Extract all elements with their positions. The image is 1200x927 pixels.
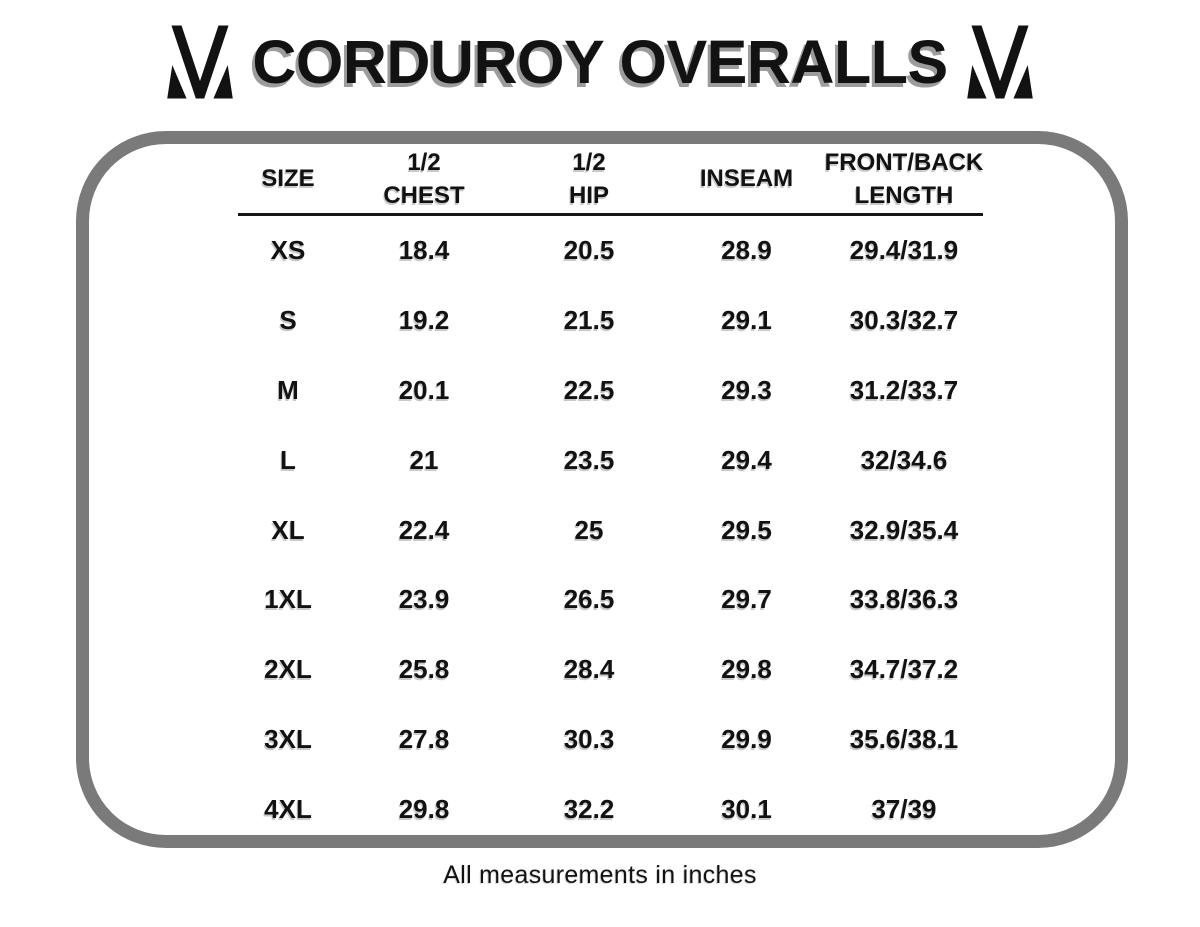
cell-half-chest: 21 bbox=[409, 444, 439, 475]
size-chart-frame bbox=[76, 131, 1128, 848]
column-header-half-hip: 1/2 HIP bbox=[510, 146, 668, 213]
cell-front-back-length: 33.8/36.3 bbox=[849, 584, 959, 615]
cell-half-chest: 22.4 bbox=[398, 514, 450, 545]
table-row-xs: XS 18.4 20.5 28.9 29.4/31.9 bbox=[238, 216, 983, 286]
cell-size: XL bbox=[271, 514, 305, 545]
cell-front-back-length: 35.6/38.1 bbox=[849, 723, 959, 754]
cell-front-back-length: 29.4/31.9 bbox=[849, 235, 959, 266]
cell-inseam: 29.4 bbox=[721, 444, 772, 475]
page-header: CORDUROY OVERALLS bbox=[0, 18, 1200, 106]
cell-half-chest: 27.8 bbox=[398, 723, 450, 754]
cell-half-hip: 32.2 bbox=[563, 793, 615, 824]
cell-half-chest: 18.4 bbox=[398, 235, 450, 266]
header-line: INSEAM bbox=[699, 165, 794, 193]
cell-inseam: 29.8 bbox=[721, 654, 772, 685]
table-row-m: M 20.1 22.5 29.3 31.2/33.7 bbox=[238, 356, 983, 426]
cell-front-back-length: 34.7/37.2 bbox=[849, 654, 959, 685]
column-header-half-chest: 1/2 CHEST bbox=[338, 146, 510, 213]
cell-size: 2XL bbox=[264, 654, 312, 685]
header-line: HIP bbox=[568, 181, 609, 209]
cell-front-back-length: 32/34.6 bbox=[860, 444, 948, 475]
header-line: CHEST bbox=[383, 181, 465, 209]
column-header-inseam: INSEAM bbox=[668, 146, 825, 213]
header-line: SIZE bbox=[261, 165, 315, 193]
cell-front-back-length: 32.9/35.4 bbox=[849, 514, 959, 545]
cell-half-hip: 26.5 bbox=[563, 584, 615, 615]
cell-half-hip: 22.5 bbox=[563, 374, 615, 405]
column-header-size: SIZE bbox=[238, 146, 338, 213]
cell-half-hip: 23.5 bbox=[563, 444, 615, 475]
cell-front-back-length: 31.2/33.7 bbox=[849, 374, 959, 405]
cell-front-back-length: 37/39 bbox=[871, 793, 937, 824]
cell-front-back-length: 30.3/32.7 bbox=[849, 305, 959, 336]
m-logo-icon-right bbox=[966, 25, 1033, 99]
cell-inseam: 29.3 bbox=[721, 374, 772, 405]
header-line: FRONT/BACK bbox=[824, 149, 984, 177]
cell-size: XS bbox=[270, 235, 306, 266]
cell-size: 3XL bbox=[264, 723, 312, 754]
cell-inseam: 28.9 bbox=[721, 235, 772, 266]
size-table: SIZE 1/2 CHEST 1/2 HIP INSEAM FRONT/BACK… bbox=[238, 146, 983, 844]
header-line: LENGTH bbox=[854, 181, 954, 209]
cell-inseam: 30.1 bbox=[721, 793, 772, 824]
table-row-xl: XL 22.4 25 29.5 32.9/35.4 bbox=[238, 495, 983, 565]
table-row-s: S 19.2 21.5 29.1 30.3/32.7 bbox=[238, 286, 983, 356]
table-row-l: L 21 23.5 29.4 32/34.6 bbox=[238, 425, 983, 495]
column-header-front-back-length: FRONT/BACK LENGTH bbox=[824, 146, 984, 213]
measurements-note: All measurements in inches bbox=[443, 861, 757, 889]
cell-half-hip: 30.3 bbox=[563, 723, 615, 754]
cell-size: 1XL bbox=[264, 584, 312, 615]
cell-inseam: 29.7 bbox=[721, 584, 772, 615]
cell-size: S bbox=[279, 305, 297, 336]
cell-half-hip: 20.5 bbox=[563, 235, 615, 266]
table-row-3xl: 3XL 27.8 30.3 29.9 35.6/38.1 bbox=[238, 705, 983, 775]
header-line: 1/2 bbox=[407, 149, 441, 177]
cell-size: M bbox=[277, 374, 299, 405]
cell-half-chest: 25.8 bbox=[398, 654, 450, 685]
table-header-row: SIZE 1/2 CHEST 1/2 HIP INSEAM FRONT/BACK… bbox=[238, 146, 983, 216]
cell-inseam: 29.1 bbox=[721, 305, 772, 336]
header-line: 1/2 bbox=[572, 149, 606, 177]
cell-half-chest: 20.1 bbox=[398, 374, 450, 405]
cell-half-chest: 29.8 bbox=[398, 793, 450, 824]
cell-half-hip: 25 bbox=[574, 514, 604, 545]
cell-half-chest: 19.2 bbox=[398, 305, 450, 336]
cell-half-chest: 23.9 bbox=[398, 584, 450, 615]
cell-size: L bbox=[280, 444, 296, 475]
cell-size: 4XL bbox=[264, 793, 312, 824]
table-row-1xl: 1XL 23.9 26.5 29.7 33.8/36.3 bbox=[238, 565, 983, 635]
cell-inseam: 29.5 bbox=[721, 514, 772, 545]
cell-half-hip: 28.4 bbox=[563, 654, 615, 685]
table-row-4xl: 4XL 29.8 32.2 30.1 37/39 bbox=[238, 774, 983, 844]
table-row-2xl: 2XL 25.8 28.4 29.8 34.7/37.2 bbox=[238, 635, 983, 705]
m-logo-icon-left bbox=[167, 25, 234, 99]
page-title: CORDUROY OVERALLS bbox=[252, 27, 948, 96]
cell-half-hip: 21.5 bbox=[563, 305, 615, 336]
cell-inseam: 29.9 bbox=[721, 723, 772, 754]
